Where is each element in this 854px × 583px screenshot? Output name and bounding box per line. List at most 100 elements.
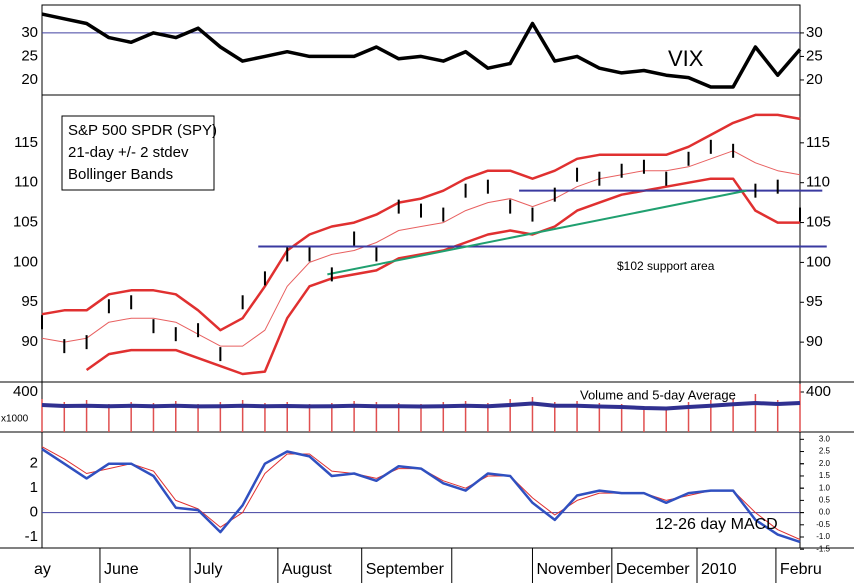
volume-bar — [487, 403, 489, 432]
y-tick-label: 2 — [30, 455, 38, 472]
series-line — [41, 12, 802, 89]
volume-bar — [665, 407, 667, 432]
price-bar — [442, 207, 445, 222]
price-bar — [41, 315, 43, 330]
y-tick-label: 25 — [21, 47, 38, 64]
price-bar — [63, 339, 66, 354]
y2-tick-label: 0.0 — [819, 508, 831, 517]
price-bar — [776, 179, 779, 194]
volume-bar — [375, 402, 378, 432]
y2-tick-label: 25 — [806, 47, 823, 64]
price-bar — [375, 247, 378, 262]
y2-tick-label: 2.0 — [819, 459, 831, 468]
y2-tick-label: 1.5 — [819, 471, 831, 480]
volume-bar — [598, 403, 601, 432]
y-tick-label: 105 — [13, 214, 38, 231]
y2-tick-label: -1.0 — [816, 532, 830, 541]
y2-tick-label: 2.5 — [819, 447, 831, 456]
price-bar — [509, 199, 512, 214]
volume-bar — [286, 402, 288, 432]
volume-bar — [108, 404, 110, 432]
trend-line — [327, 189, 747, 276]
band-line — [41, 113, 801, 332]
volume-bar — [85, 400, 88, 432]
price-bar — [353, 231, 356, 246]
volume-bar — [509, 399, 511, 432]
x-tick-label: July — [194, 561, 222, 578]
volume-bar — [353, 401, 355, 432]
y2-tick-label: 0.5 — [819, 495, 831, 504]
panel-label: Volume and 5-day Average — [580, 387, 736, 402]
price-bar — [531, 207, 534, 222]
y2-tick-label: 115 — [806, 134, 830, 151]
volume-bar — [710, 400, 712, 432]
volume-bar — [687, 402, 690, 432]
price-bar — [576, 167, 579, 182]
volume-bar — [776, 400, 779, 432]
volume-bar — [420, 404, 422, 432]
price-bar — [174, 327, 177, 342]
y-tick-label: 115 — [14, 134, 38, 151]
y-tick-label: -1 — [25, 528, 38, 545]
y-tick-label: 1 — [30, 479, 38, 496]
volume-bar — [152, 403, 155, 432]
y2-tick-label: -0.5 — [816, 520, 830, 529]
y2-tick-label: 110 — [806, 174, 830, 191]
volume-bar — [554, 402, 556, 432]
volume-bar — [799, 384, 801, 432]
series-label: VIX — [668, 46, 704, 71]
volume-bar — [241, 400, 244, 432]
title-line: Bollinger Bands — [68, 166, 173, 183]
x-tick-label: June — [104, 561, 139, 578]
volume-bar — [531, 397, 534, 432]
x-tick-label: November — [536, 561, 610, 578]
volume-bar — [175, 401, 177, 432]
volume-bar — [308, 404, 311, 432]
price-bar — [709, 139, 712, 154]
x-tick-label: ay — [34, 561, 51, 578]
title-line: S&P 500 SPDR (SPY) — [68, 122, 217, 139]
x-tick-label: Febru — [780, 561, 822, 578]
y-tick-label: 0 — [30, 504, 38, 521]
price-bar — [620, 163, 623, 178]
x-tick-label: August — [282, 561, 332, 578]
volume-bar — [576, 401, 578, 432]
y-tick-label: 110 — [14, 174, 38, 191]
volume-bar — [620, 404, 623, 432]
x-tick-label: 2010 — [701, 561, 737, 578]
volume-bar — [643, 406, 645, 432]
y-tick-label: 100 — [13, 253, 38, 270]
y2-tick-label: 90 — [806, 333, 823, 350]
y-tick-label: 400 — [13, 383, 38, 400]
x-tick-label: September — [366, 561, 445, 578]
price-bar — [107, 299, 110, 314]
price-bar — [308, 247, 311, 262]
volume-bar — [331, 403, 333, 432]
volume-bar — [219, 402, 222, 432]
volume-bar — [197, 404, 199, 432]
average-line — [41, 401, 801, 411]
price-bar — [85, 335, 88, 350]
volume-bar — [464, 401, 467, 432]
volume-bar — [732, 399, 734, 432]
series-line — [41, 448, 801, 544]
price-bar — [799, 207, 801, 222]
x-tick-label: December — [616, 561, 690, 578]
price-bar — [263, 271, 266, 286]
annotation: $102 support area — [617, 259, 715, 273]
band-line — [41, 150, 801, 347]
title-box — [61, 115, 215, 191]
price-bar — [420, 203, 422, 218]
price-bar — [642, 159, 645, 174]
volume-bar — [442, 402, 445, 432]
y-tick-label: 95 — [21, 293, 38, 310]
price-bar — [665, 171, 668, 186]
price-bar — [241, 295, 244, 310]
price-bar — [754, 183, 757, 198]
price-bar — [553, 187, 556, 202]
y-tick-label: 20 — [21, 71, 38, 88]
y2-tick-label: 105 — [806, 214, 831, 231]
price-bar — [598, 171, 601, 186]
